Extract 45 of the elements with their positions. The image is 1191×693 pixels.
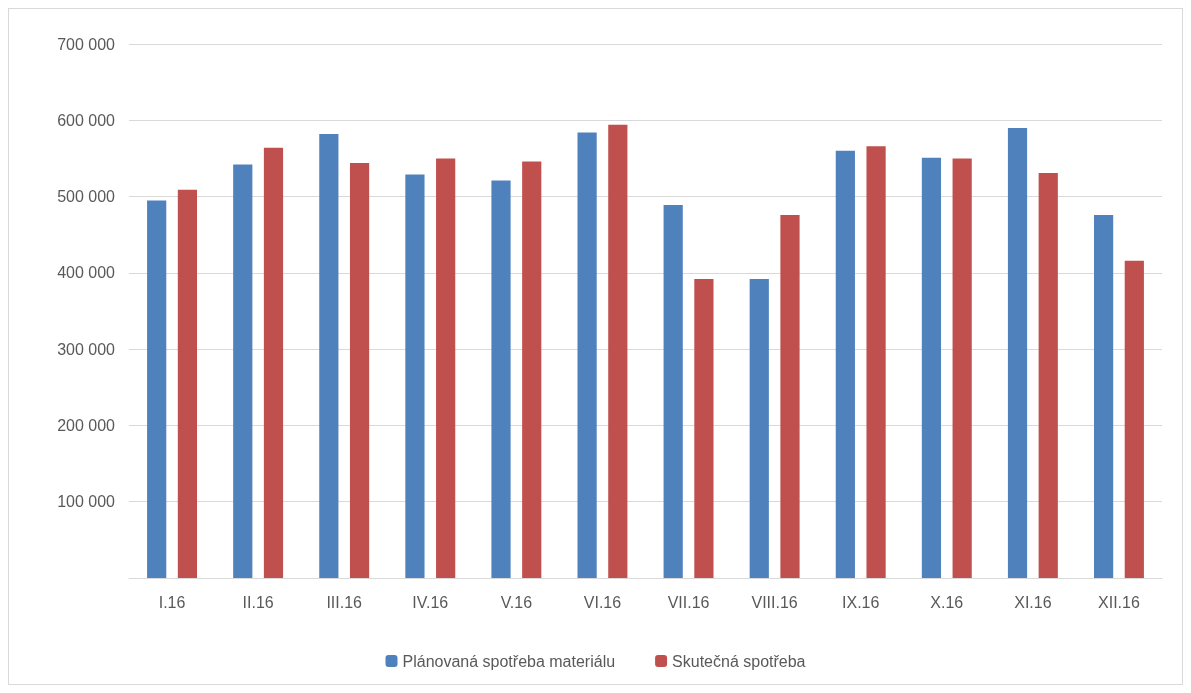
bar bbox=[147, 200, 167, 578]
bar bbox=[952, 158, 972, 578]
x-tick-label: VII.16 bbox=[667, 593, 710, 611]
bar bbox=[749, 278, 769, 578]
bar bbox=[405, 174, 425, 578]
x-tick-label: V.16 bbox=[500, 593, 533, 611]
bar bbox=[177, 189, 198, 578]
x-tick-label: VI.16 bbox=[583, 593, 622, 611]
bar bbox=[694, 278, 714, 578]
bar bbox=[349, 163, 370, 578]
x-tick-label: II.16 bbox=[242, 593, 274, 611]
x-tick-label: IX.16 bbox=[842, 593, 880, 611]
bar bbox=[921, 157, 942, 578]
x-tick-label: X.16 bbox=[930, 593, 964, 611]
bar bbox=[491, 180, 511, 578]
x-tick-label: III.16 bbox=[326, 593, 363, 611]
bar bbox=[263, 147, 284, 578]
bar bbox=[1007, 127, 1028, 578]
bar bbox=[608, 124, 628, 578]
bar bbox=[866, 146, 886, 578]
bar bbox=[1038, 172, 1058, 578]
x-tick-label: IV.16 bbox=[412, 593, 449, 611]
y-tick-label: 100 000 bbox=[57, 493, 116, 511]
y-tick-label: 300 000 bbox=[57, 340, 116, 358]
bar bbox=[233, 164, 253, 578]
x-tick-label: I.16 bbox=[158, 593, 186, 611]
y-tick-label: 200 000 bbox=[57, 416, 116, 434]
legend-label: Plánovaná spotřeba materiálu bbox=[402, 652, 616, 670]
y-tick-label: 400 000 bbox=[57, 264, 116, 282]
y-tick-label: 700 000 bbox=[57, 35, 116, 53]
bar bbox=[1093, 214, 1114, 578]
bar bbox=[835, 150, 855, 578]
bar bbox=[522, 161, 542, 578]
bar bbox=[577, 132, 597, 578]
bar bbox=[780, 214, 800, 578]
bar bbox=[663, 204, 683, 578]
bar bbox=[1124, 260, 1144, 578]
legend-label: Skutečná spotřeba bbox=[672, 652, 806, 670]
x-tick-label: XII.16 bbox=[1098, 593, 1140, 611]
x-tick-label: VIII.16 bbox=[751, 593, 798, 611]
y-tick-label: 600 000 bbox=[57, 111, 116, 129]
x-tick-label: XI.16 bbox=[1014, 593, 1052, 611]
y-tick-label: 500 000 bbox=[57, 188, 116, 206]
bar bbox=[436, 158, 456, 578]
bar bbox=[319, 134, 339, 578]
